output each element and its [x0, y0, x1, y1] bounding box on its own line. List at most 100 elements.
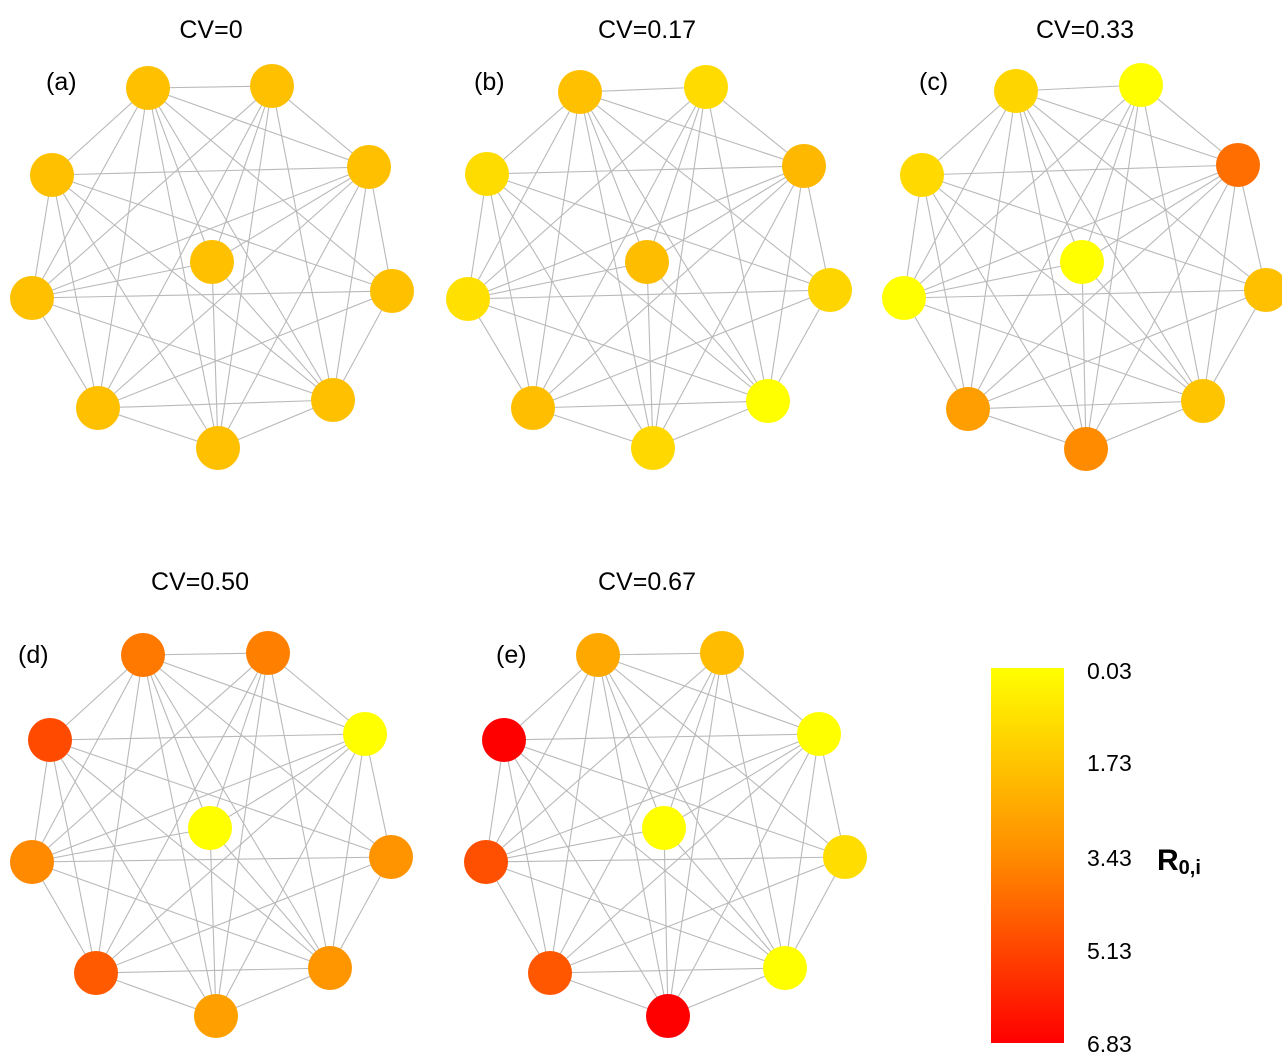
- network-edge: [467, 86, 707, 300]
- network-node: [465, 152, 509, 196]
- network-edge: [142, 654, 392, 858]
- network-edge: [1085, 84, 1142, 450]
- network-edge: [967, 84, 1142, 410]
- network-edge: [921, 174, 969, 410]
- network-node: [511, 386, 555, 430]
- network-edge: [579, 91, 654, 449]
- network-edge: [486, 173, 654, 449]
- network-node: [370, 269, 414, 313]
- network-node: [763, 946, 807, 990]
- network-edge: [485, 654, 599, 863]
- network-edge: [467, 261, 648, 300]
- network-edge: [549, 652, 723, 974]
- network-node: [446, 277, 490, 321]
- network-edge: [597, 654, 665, 829]
- network-edge: [1081, 261, 1204, 402]
- panel-b: CV=0.17 (b): [446, 16, 852, 470]
- network-node: [196, 426, 240, 470]
- network-node: [746, 379, 790, 423]
- network-edge: [967, 164, 1239, 410]
- network-edge: [31, 827, 211, 863]
- network-edge: [663, 652, 723, 829]
- panel-label: (a): [46, 68, 77, 96]
- network-edge: [215, 652, 269, 1017]
- network-node: [10, 276, 54, 320]
- network-edge: [49, 739, 331, 969]
- network-edge: [652, 86, 707, 449]
- network-node-center: [190, 240, 234, 284]
- network-node: [1119, 63, 1163, 107]
- network-edge: [903, 289, 1267, 299]
- network-edge: [597, 654, 846, 858]
- network-edge: [211, 85, 273, 263]
- panel-label: (c): [919, 68, 948, 96]
- network-edge: [667, 652, 723, 1017]
- network-edge: [147, 87, 213, 263]
- network-node: [782, 144, 826, 188]
- network-node: [121, 633, 165, 677]
- network-edge: [97, 166, 370, 409]
- network-edge: [1081, 261, 1087, 450]
- panel-title: CV=0: [179, 16, 242, 44]
- network-edge: [49, 739, 97, 974]
- network-edge: [486, 173, 534, 409]
- network-edge: [31, 290, 393, 299]
- panel-c: CV=0.33 (c): [882, 16, 1282, 471]
- network-edge: [1015, 90, 1083, 263]
- network-edge: [486, 173, 769, 402]
- panel-title: CV=0.17: [598, 16, 696, 44]
- network-edge: [211, 166, 370, 263]
- network-edge: [532, 400, 769, 409]
- colorbar-tick: 5.13: [1087, 938, 1132, 964]
- network-edge: [95, 856, 392, 974]
- network-edge: [142, 654, 211, 829]
- network-edge: [211, 261, 334, 401]
- network-node: [882, 276, 926, 320]
- network-edge: [967, 289, 1267, 410]
- panel-title: CV=0.67: [598, 568, 696, 596]
- network-edge: [467, 91, 581, 300]
- network-edge: [1202, 164, 1239, 402]
- network-edge: [485, 652, 723, 863]
- network-edge: [31, 652, 269, 863]
- network-edge: [95, 652, 269, 974]
- network-node: [808, 268, 852, 312]
- network-node: [1244, 268, 1282, 312]
- network-edge: [147, 87, 370, 168]
- network-node: [700, 631, 744, 675]
- network-node: [76, 386, 120, 430]
- network-node: [308, 946, 352, 990]
- network-edge: [51, 174, 334, 401]
- network-node: [126, 66, 170, 110]
- network-node: [311, 378, 355, 422]
- network-edge: [667, 733, 820, 1017]
- network-node: [823, 835, 867, 879]
- network-edge: [486, 173, 831, 291]
- network-edge: [921, 174, 1204, 402]
- network-edge: [503, 739, 669, 1017]
- network-edge: [663, 733, 820, 829]
- network-edge: [147, 87, 334, 401]
- network-edge: [217, 85, 273, 449]
- network-edge: [646, 261, 654, 449]
- network-edge: [209, 827, 217, 1017]
- network-edge: [1015, 90, 1267, 291]
- panel-a: CV=0 (a): [10, 16, 414, 470]
- network-edge: [215, 733, 366, 1017]
- network-edge: [903, 261, 1083, 299]
- colorbar-label: R0,i: [1157, 844, 1201, 879]
- network-node-center: [1060, 240, 1104, 284]
- network-edge: [579, 91, 769, 402]
- network-edge: [784, 733, 820, 969]
- network-edge: [903, 164, 1239, 299]
- network-node: [10, 840, 54, 884]
- network-node-center: [642, 806, 686, 850]
- network-node: [684, 65, 728, 109]
- network-edge: [485, 861, 786, 969]
- network-edge: [95, 733, 366, 974]
- panel-label: (b): [474, 68, 505, 96]
- network-edge: [51, 166, 370, 176]
- network-edge: [646, 86, 707, 263]
- network-edge: [579, 91, 831, 291]
